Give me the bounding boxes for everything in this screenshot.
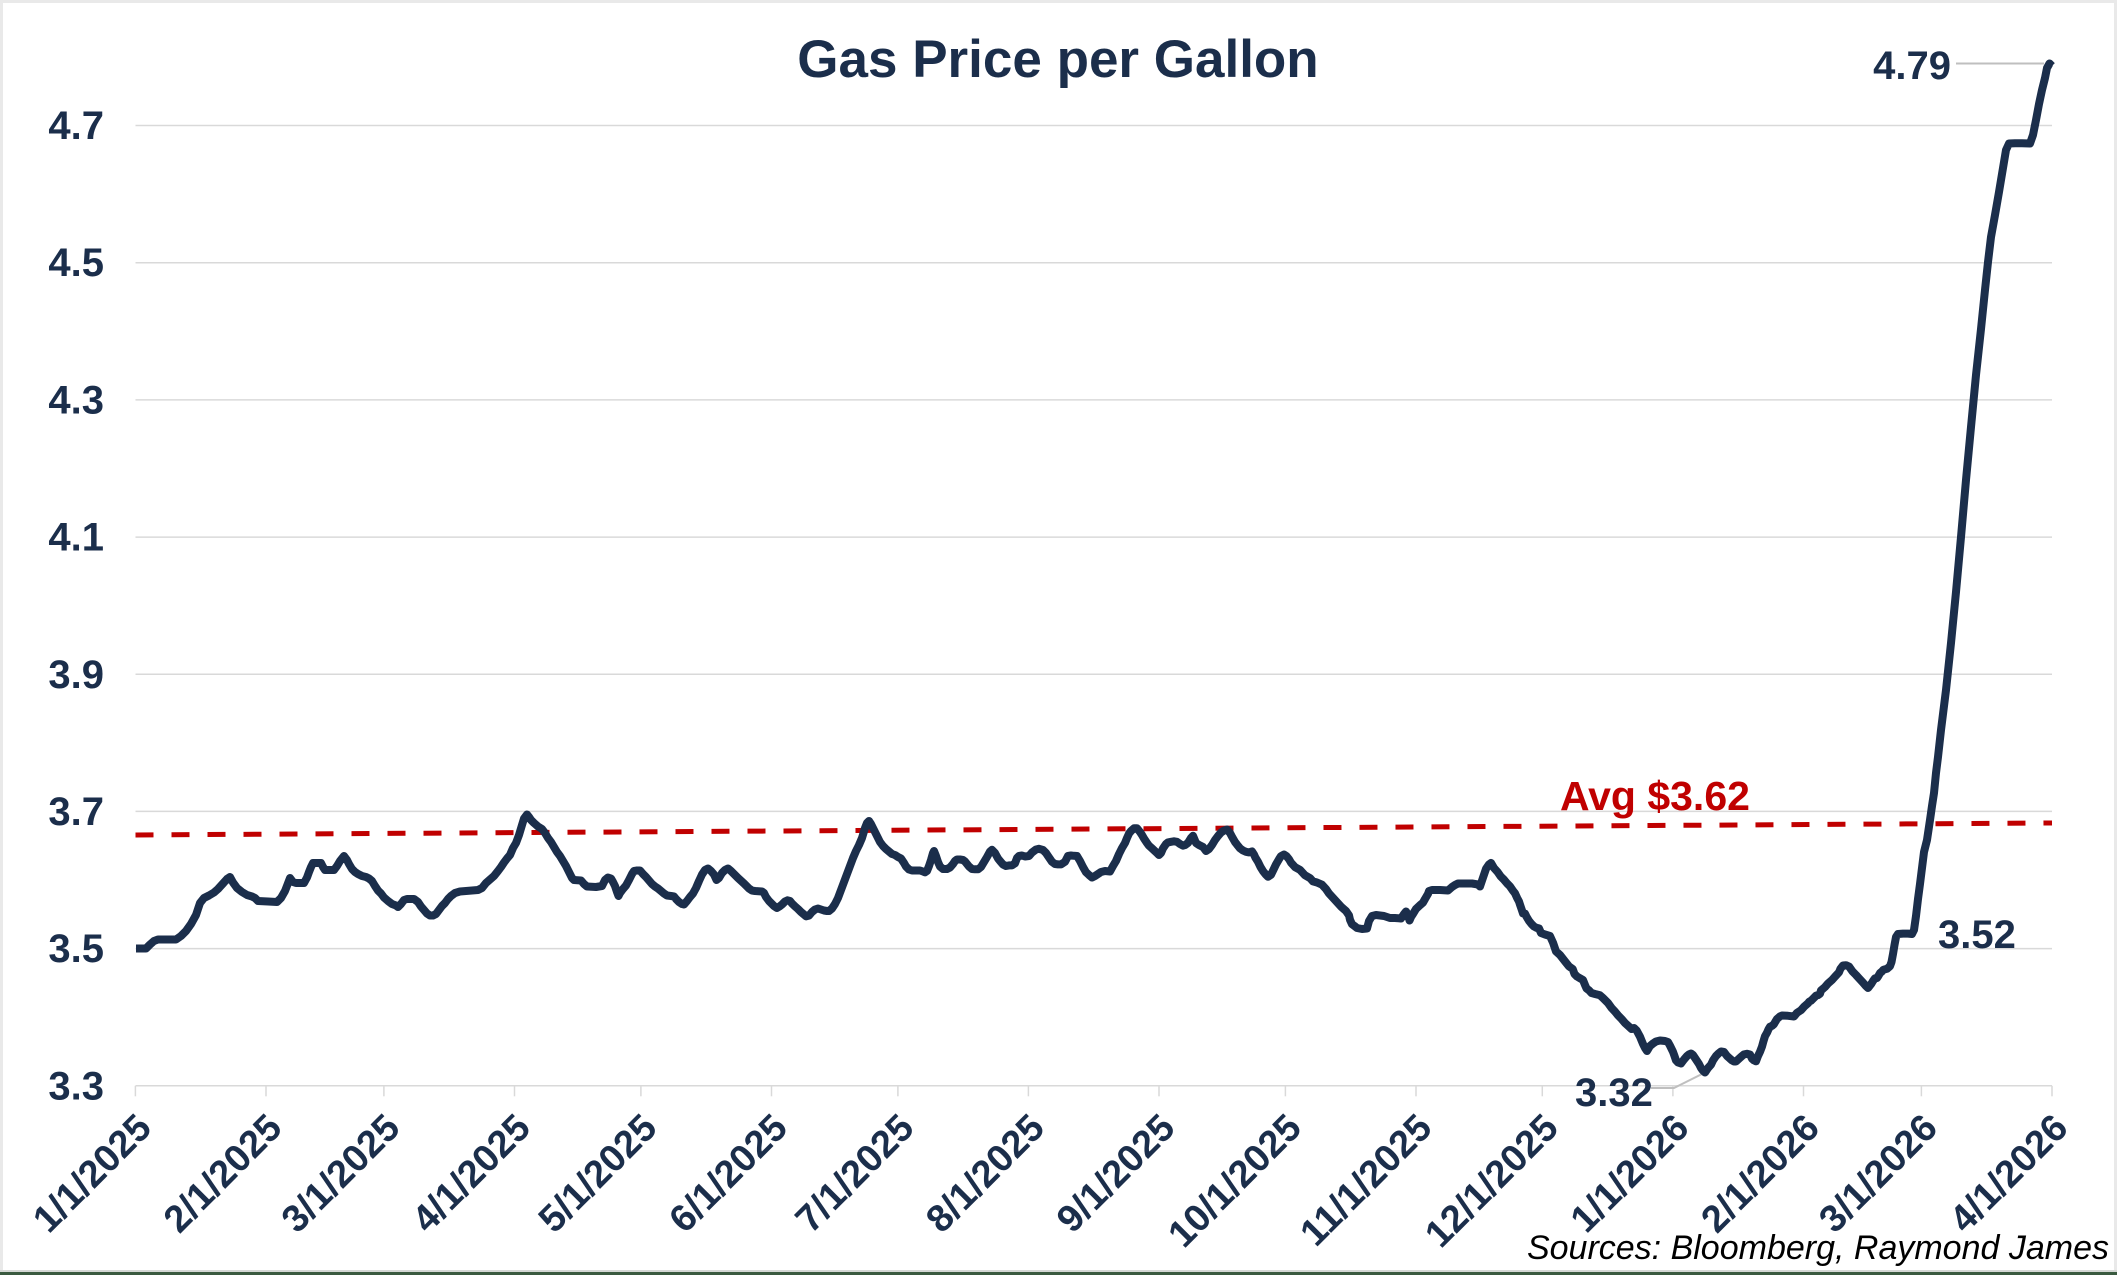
svg-text:3/1/2026: 3/1/2026 bbox=[1811, 1107, 1945, 1241]
svg-text:4.1: 4.1 bbox=[48, 516, 104, 560]
svg-text:4.3: 4.3 bbox=[48, 378, 104, 422]
svg-text:4.79: 4.79 bbox=[1873, 44, 1951, 88]
svg-text:3.32: 3.32 bbox=[1575, 1071, 1653, 1115]
svg-text:7/1/2025: 7/1/2025 bbox=[788, 1107, 922, 1241]
svg-text:6/1/2025: 6/1/2025 bbox=[662, 1107, 796, 1241]
svg-text:3/1/2025: 3/1/2025 bbox=[274, 1107, 408, 1241]
svg-text:1/1/2025: 1/1/2025 bbox=[25, 1107, 159, 1241]
svg-text:4.5: 4.5 bbox=[48, 241, 104, 285]
svg-text:Gas Price per Gallon: Gas Price per Gallon bbox=[797, 30, 1318, 89]
svg-text:9/1/2025: 9/1/2025 bbox=[1049, 1107, 1183, 1241]
svg-text:4.7: 4.7 bbox=[48, 104, 104, 148]
svg-text:Sources: Bloomberg, Raymond Ja: Sources: Bloomberg, Raymond James bbox=[1527, 1229, 2109, 1267]
svg-text:10/1/2025: 10/1/2025 bbox=[1161, 1107, 1310, 1256]
svg-text:4/1/2026: 4/1/2026 bbox=[1942, 1107, 2076, 1241]
svg-text:2/1/2026: 2/1/2026 bbox=[1694, 1107, 1828, 1241]
svg-text:3.52: 3.52 bbox=[1938, 913, 2016, 957]
svg-text:3.5: 3.5 bbox=[48, 927, 104, 971]
svg-text:3.9: 3.9 bbox=[48, 653, 104, 697]
svg-text:Avg $3.62: Avg $3.62 bbox=[1560, 773, 1750, 819]
svg-text:3.3: 3.3 bbox=[48, 1064, 104, 1108]
svg-text:8/1/2025: 8/1/2025 bbox=[918, 1107, 1052, 1241]
svg-text:11/1/2025: 11/1/2025 bbox=[1293, 1107, 1441, 1255]
svg-text:2/1/2025: 2/1/2025 bbox=[156, 1107, 290, 1241]
svg-text:3.7: 3.7 bbox=[48, 790, 104, 834]
svg-text:4/1/2025: 4/1/2025 bbox=[405, 1107, 539, 1241]
svg-text:5/1/2025: 5/1/2025 bbox=[531, 1107, 665, 1241]
svg-text:1/1/2026: 1/1/2026 bbox=[1563, 1107, 1697, 1241]
